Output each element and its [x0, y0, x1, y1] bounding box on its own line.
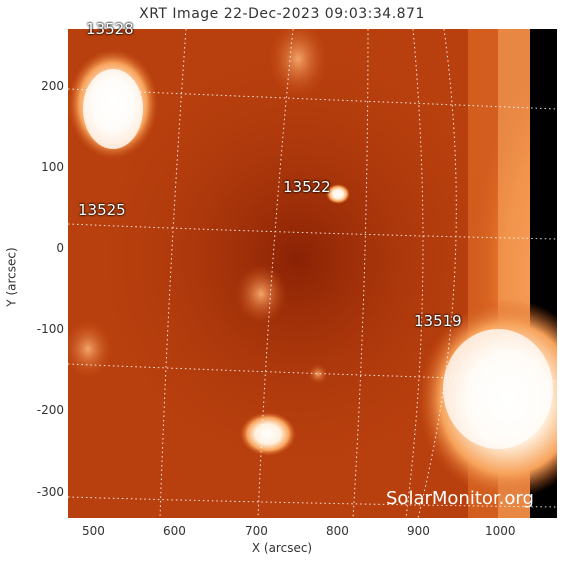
region-label-13519: 13519: [414, 312, 462, 330]
y-tick: -300: [36, 485, 64, 499]
x-tick: 800: [326, 524, 349, 538]
region-label-13525: 13525: [78, 201, 126, 219]
solar-image: [68, 29, 557, 518]
y-tick: -200: [36, 403, 64, 417]
y-axis-label: Y (arcsec): [4, 247, 19, 307]
image-title: XRT Image 22-Dec-2023 09:03:34.871: [139, 6, 425, 22]
coordinate-grid: [68, 29, 557, 518]
y-tick: -100: [36, 322, 64, 336]
x-tick: 1000: [485, 524, 516, 538]
region-label-13528: 13528: [86, 20, 134, 38]
x-axis-label: X (arcsec): [251, 541, 313, 555]
active-region-13522: [326, 184, 350, 204]
watermark: SolarMonitor.org: [386, 488, 534, 509]
x-tick: 500: [82, 524, 105, 538]
x-tick: 900: [407, 524, 430, 538]
y-tick: 100: [41, 160, 64, 174]
y-tick: 200: [41, 79, 64, 93]
x-tick: 700: [245, 524, 268, 538]
y-tick: 0: [56, 241, 64, 255]
region-label-13522: 13522: [283, 178, 331, 196]
x-tick: 600: [163, 524, 186, 538]
